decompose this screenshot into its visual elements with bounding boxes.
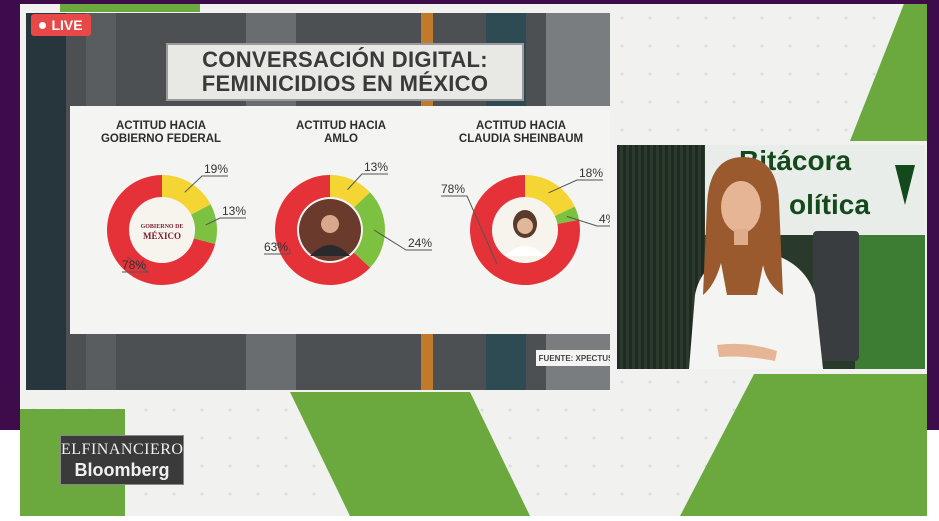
chart-title-gobierno: ACTITUD HACIA GOBIERNO FEDERAL [86,120,236,146]
slide-title-line1: CONVERSACIÓN DIGITAL: [202,47,488,72]
charts-card: ACTITUD HACIA GOBIERNO FEDERAL ACTITUD H… [70,106,610,334]
source-label: FUENTE: XPECTUS [536,350,610,366]
studio-monitor: CONVERSACIÓN DIGITAL: FEMINICIDIOS EN MÉ… [26,13,610,390]
data-label: 18% [579,166,603,180]
chart-title-line1: ACTITUD HACIA [115,120,207,132]
logo-line2: Bloomberg [74,460,170,480]
leader-line [347,173,388,190]
data-label: 4% [599,212,610,226]
seal-text: GOBIERNO DE [141,224,184,230]
portrait-body [505,246,545,256]
data-label: 13% [364,160,388,174]
seal-text: MÉXICO [143,231,181,241]
data-label: 78% [441,182,465,196]
live-dot-icon [39,21,47,29]
donut-slice [330,175,371,208]
green-shape-top-left [60,4,200,12]
leader-line [205,217,246,226]
window-border-right [927,0,939,430]
show-logo-arrow-icon [895,165,915,205]
gobierno-seal [131,199,193,261]
portrait-face [517,218,533,234]
donut-slice [162,175,211,215]
chart-title-line2: CLAUDIA SHEINBAUM [458,133,584,145]
chart-title-line2: AMLO [324,133,358,145]
live-badge: LIVE [31,14,91,36]
data-label: 24% [408,236,432,250]
data-label: 13% [222,204,246,218]
live-label: LIVE [51,17,83,33]
donut-slice [275,175,371,285]
chart-title-line1: ACTITUD HACIA [475,120,567,132]
donut-slice [191,204,217,244]
donut-slice [354,192,385,268]
logo-line1: ELFINANCIERO [61,441,184,458]
donut-slice [106,175,216,285]
chart-title-sheinbaum: ACTITUD HACIA CLAUDIA SHEINBAUM [446,120,596,146]
data-label: 19% [204,162,228,176]
presenter [689,157,823,369]
leader-line [566,215,610,227]
slide-title-box: CONVERSACIÓN DIGITAL: FEMINICIDIOS EN MÉ… [166,43,524,101]
donut-slice [470,175,580,285]
monitor-strip [26,13,66,390]
leader-line [184,175,228,193]
chart-title-line1: ACTITUD HACIA [295,120,387,132]
leader-line [548,179,603,194]
window-border-left [0,0,20,430]
data-label: 63% [264,240,288,254]
portrait-face [321,215,339,233]
camera-feed: Bitácora olítica [617,145,925,369]
donut-slice [525,175,575,216]
leader-line [122,256,150,273]
chart-title-line2: GOBIERNO FEDERAL [100,133,222,145]
leader-line [264,247,291,255]
data-label: 78% [122,258,146,272]
show-title-line2: olítica [789,189,870,220]
leader-line [441,195,498,265]
chart-title-amlo: ACTITUD HACIA AMLO [266,120,416,146]
camera-backdrop-dark [617,145,707,369]
elfinanciero-bloomberg-logo: ELFINANCIERO Bloomberg [60,435,184,485]
leader-line [373,229,432,251]
chair [813,231,859,361]
camera-green-panel [855,235,925,369]
portrait-body [310,245,350,256]
donut-slice [554,206,580,224]
slide-title-line2: FEMINICIDIOS EN MÉXICO [201,71,489,96]
